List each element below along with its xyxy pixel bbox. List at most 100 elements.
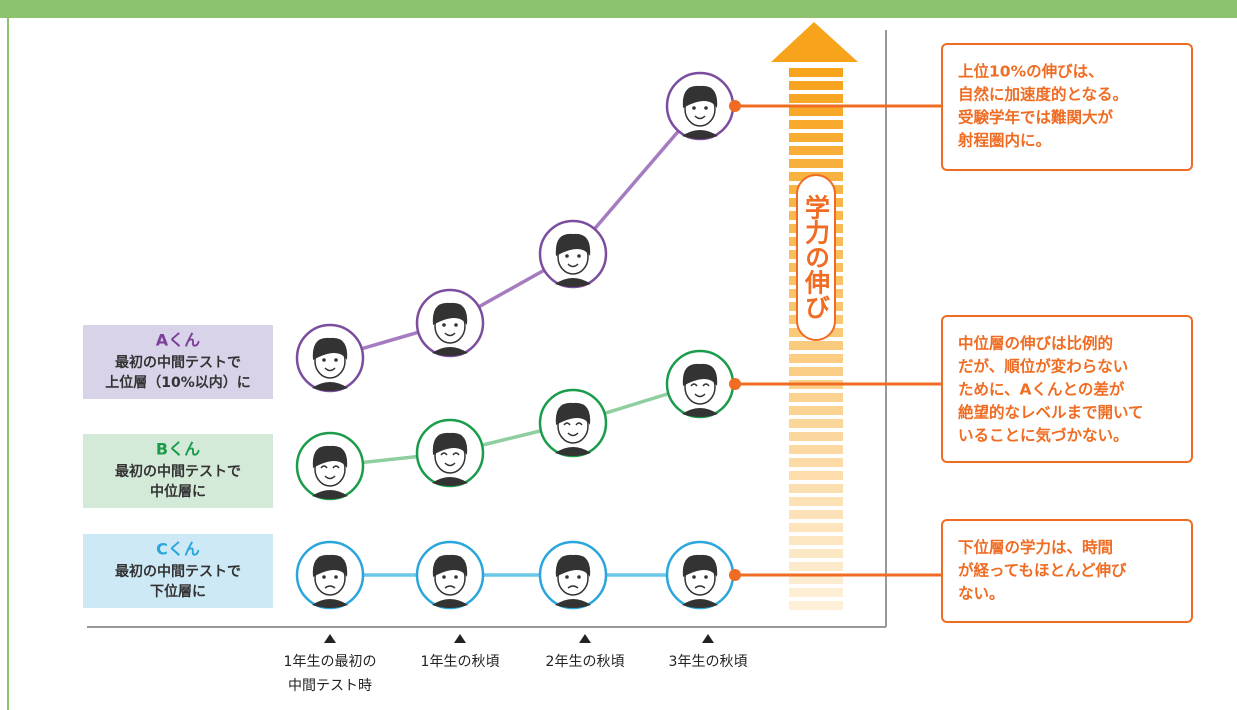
arrow-stripe	[789, 406, 843, 415]
callout-text: 上位10%の伸びは、	[958, 62, 1104, 81]
avatar-hair	[432, 432, 468, 455]
callout-text: 下位層の学力は、時間	[958, 538, 1113, 557]
avatar-mouth	[324, 475, 336, 480]
student-desc: 最初の中間テストで	[115, 463, 241, 480]
avatar-body	[432, 347, 468, 356]
student-name: Bくん	[156, 440, 200, 459]
callout-text: が経ってもほとんど伸び	[958, 561, 1127, 580]
callout-box	[941, 315, 1193, 463]
callout-text: ために、Aくんとの差が	[958, 380, 1125, 399]
avatar-hair	[555, 233, 591, 256]
arrow-stripe	[789, 133, 843, 142]
time-label: 3年生の秋頃	[669, 654, 748, 670]
arrow-head	[771, 22, 858, 62]
avatar-mouth	[567, 585, 579, 589]
arrow-stripe	[789, 146, 843, 155]
arrow-stripe	[789, 562, 843, 571]
avatar-body	[312, 382, 348, 391]
arrow-stripe	[789, 549, 843, 558]
avatar-eye	[692, 575, 696, 579]
arrow-stripe	[789, 432, 843, 441]
arrow-stripe	[789, 588, 843, 597]
arrow-label: 学力の伸び	[802, 194, 832, 320]
arrow-stripe	[789, 120, 843, 129]
student-label-box	[83, 534, 273, 608]
callout-text: いることに気づかない。	[958, 426, 1129, 445]
arrow-stripe	[789, 68, 843, 77]
avatar-mouth	[324, 585, 336, 589]
arrow-stripe	[789, 367, 843, 376]
callout-dot	[729, 569, 741, 581]
arrow-stripe	[789, 497, 843, 506]
content: Aくん最初の中間テストで上位層（10%以内）にBくん最初の中間テストで中位層にC…	[83, 43, 1193, 694]
avatar-mouth	[567, 263, 579, 268]
growth-line	[329, 104, 702, 360]
callout-text: だが、順位が変わらない	[958, 357, 1128, 376]
time-label: 1年生の秋頃	[421, 654, 500, 670]
avatar-eye	[442, 323, 446, 327]
time-label: 2年生の秋頃	[546, 654, 625, 670]
avatar-hair	[312, 554, 348, 577]
callout-text: 自然に加速度的となる。	[958, 85, 1128, 104]
student-name: Cくん	[156, 540, 200, 559]
callout-text: 射程圏内に。	[957, 131, 1051, 150]
avatar-eyes	[563, 422, 583, 426]
student-name: Aくん	[156, 331, 200, 350]
avatar-hair	[312, 445, 348, 468]
avatar-eyes	[690, 383, 710, 387]
arrow-stripe	[789, 523, 843, 532]
arrow-stripe	[789, 159, 843, 168]
callout-dot	[729, 100, 741, 112]
avatar-hair	[432, 302, 468, 325]
arrow-stripe	[789, 419, 843, 428]
time-label: 中間テスト時	[288, 678, 372, 694]
avatar-hair	[555, 554, 591, 577]
arrow-stripe	[789, 107, 843, 116]
avatar-hair	[312, 337, 348, 360]
avatar-mouth	[444, 462, 456, 467]
arrow-stripe	[789, 354, 843, 363]
callout-box	[941, 519, 1193, 623]
student-label-box	[83, 325, 273, 399]
callout-text: 絶望的なレベルまで開いて	[958, 403, 1144, 422]
arrow-stripe	[789, 601, 843, 610]
avatar-body	[555, 278, 591, 287]
avatar-hair	[682, 363, 718, 386]
arrow-stripe	[789, 81, 843, 90]
callout-box	[941, 43, 1193, 171]
callout-text: 中位層の伸びは比例的	[958, 334, 1113, 353]
student-label-box	[83, 434, 273, 508]
avatar-hair	[682, 85, 718, 108]
avatar-mouth	[324, 367, 336, 372]
avatar-body	[312, 490, 348, 499]
arrow-stripe	[789, 94, 843, 103]
avatar-eye	[565, 254, 569, 258]
avatar-eye	[454, 323, 458, 327]
avatar-eye	[334, 358, 338, 362]
time-marker	[324, 634, 336, 643]
time-marker	[579, 634, 591, 643]
arrow-stripe	[789, 510, 843, 519]
avatar-eye	[704, 106, 708, 110]
arrow-stripe	[789, 445, 843, 454]
avatar-eye	[334, 575, 338, 579]
arrow-stripe	[789, 458, 843, 467]
student-desc: 下位層に	[150, 583, 206, 600]
growth-line	[329, 382, 701, 468]
avatar-body	[432, 477, 468, 486]
callout-text: 受験学年では難関大が	[958, 108, 1114, 127]
avatar-eye	[322, 358, 326, 362]
arrow-stripe	[789, 536, 843, 545]
avatar-eye	[454, 575, 458, 579]
student-desc: 最初の中間テストで	[115, 563, 241, 580]
avatar-mouth	[567, 432, 579, 437]
arrow-stripe	[789, 484, 843, 493]
avatar-eye	[692, 106, 696, 110]
student-desc: 上位層（10%以内）に	[105, 374, 251, 391]
callout-dot	[729, 378, 741, 390]
time-label: 1年生の最初の	[284, 653, 377, 670]
avatar-body	[682, 599, 718, 608]
avatar-hair	[432, 554, 468, 577]
arrow-stripe	[789, 575, 843, 584]
avatar-eye	[704, 575, 708, 579]
